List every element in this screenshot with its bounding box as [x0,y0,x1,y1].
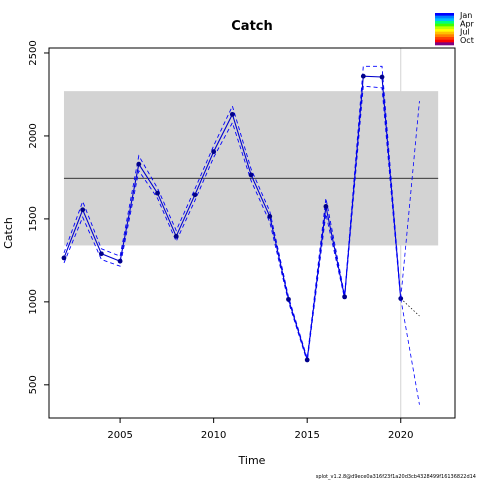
data-point [155,190,160,196]
legend-swatch [435,23,454,27]
legend-swatch [435,39,454,43]
data-point [323,204,329,209]
plot-frame [48,47,456,419]
data-point [61,255,67,261]
legend-swatch [435,13,454,16]
data-point [136,161,142,167]
plot-area: 2005 2010 2015 2020 500 1000 1500 2000 2500 [28,40,456,441]
legend-label: Oct [460,36,474,45]
y-tick-label: 1500 [28,206,39,231]
x-tick-label: 2015 [294,430,319,441]
y-tick-label: 1000 [28,289,39,314]
data-point [173,233,179,239]
forecast-lower-line [400,298,420,405]
legend-swatch [435,42,454,46]
data-point [342,294,348,300]
legend-swatch [435,29,454,32]
y-tick-label: 2500 [28,40,39,65]
data-point [304,357,310,363]
data-point [80,207,86,213]
legend-swatch [435,37,454,40]
forecast-upper-line [400,101,420,299]
legend-swatch [435,15,454,19]
legend-swatch [435,34,454,38]
data-point [248,172,254,178]
data-point [229,111,235,117]
data-point [192,192,198,198]
legend-swatch [435,31,454,35]
data-point [267,214,273,219]
data-point [360,73,366,79]
data-point [117,258,123,264]
x-axis-label: Time [238,454,266,467]
footnote: splot_v1.2.8@d9ece0a316f23f1a20d3cb43284… [316,474,476,480]
chart-title: Catch [231,19,273,34]
data-point [379,74,385,80]
legend-swatch [435,21,454,24]
legend-label: Jan [459,11,472,20]
y-tick-label: 2000 [28,123,39,148]
x-tick-label: 2005 [107,430,132,441]
legend-label: Jul [459,28,470,37]
data-point [98,251,104,257]
forecast-central-line [400,298,420,317]
legend-swatch [435,26,454,30]
data-point [211,149,217,155]
data-point [286,296,291,302]
legend-label: Apr [460,19,475,28]
y-axis-label: Catch [2,217,15,249]
x-tick-label: 2010 [201,430,226,441]
x-tick-label: 2020 [388,430,413,441]
legend-swatch [435,18,454,22]
y-tick-label: 500 [28,375,39,394]
